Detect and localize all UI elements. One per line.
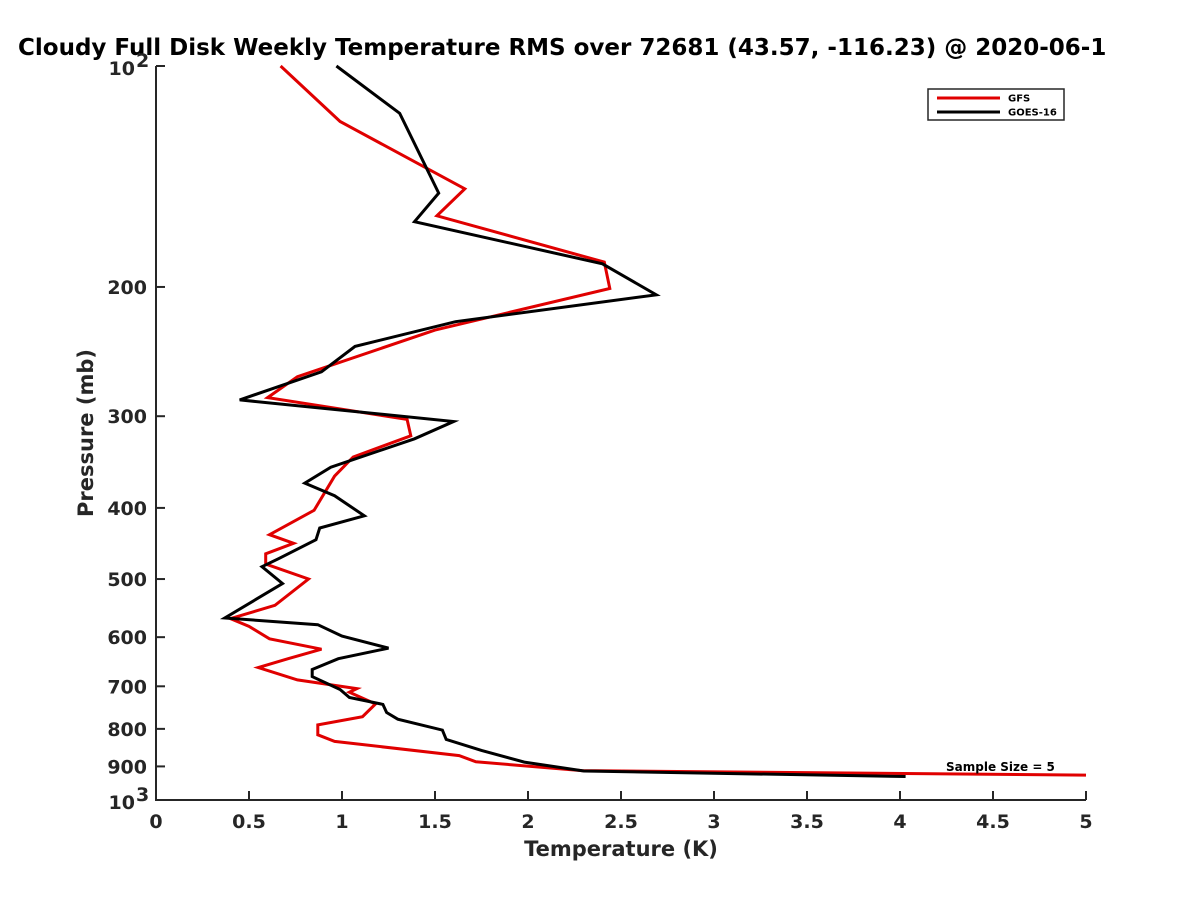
x-ticks: 0 0.5 1 1.5 2 2.5 3 3.5 4 4.5 5 — [149, 791, 1093, 833]
x-tick-label: 4.5 — [976, 811, 1010, 833]
x-axis-label: Temperature (K) — [524, 837, 718, 861]
y-tick-label: 200 — [107, 277, 147, 299]
y-tick-label: 10 — [109, 58, 135, 80]
legend-entry-label: GFS — [1008, 94, 1030, 105]
chart-title: Cloudy Full Disk Weekly Temperature RMS … — [18, 35, 1106, 61]
legend: GFS GOES-16 — [927, 88, 1065, 121]
x-tick-label: 0 — [149, 811, 162, 833]
sample-size-annotation: Sample Size = 5 — [946, 760, 1055, 774]
legend-entry-label: GOES-16 — [1008, 108, 1057, 119]
x-tick-label: 2.5 — [604, 811, 638, 833]
y-tick-label: 900 — [107, 756, 147, 778]
plot-lines — [219, 64, 1087, 778]
series-line-gfs — [225, 64, 1087, 777]
y-tick-label: 400 — [107, 498, 147, 520]
y-tick-label: 10 — [109, 792, 135, 814]
y-tick-label: 300 — [107, 406, 147, 428]
x-tick-label: 1.5 — [418, 811, 452, 833]
x-tick-label: 3 — [707, 811, 720, 833]
axes — [155, 66, 1086, 801]
x-tick-label: 2 — [521, 811, 534, 833]
series-line-goes-16 — [219, 64, 906, 778]
y-tick-exponent: 3 — [136, 784, 149, 806]
y-tick-label: 800 — [107, 719, 147, 741]
x-tick-label: 1 — [335, 811, 348, 833]
legend-box — [927, 88, 1065, 121]
y-axis-label: Pressure (mb) — [74, 349, 98, 517]
y-tick-exponent: 2 — [136, 50, 149, 72]
y-tick-label: 700 — [107, 676, 147, 698]
x-tick-label: 4 — [893, 811, 906, 833]
x-tick-label: 3.5 — [790, 811, 824, 833]
x-tick-label: 0.5 — [232, 811, 266, 833]
x-tick-label: 5 — [1079, 811, 1092, 833]
y-tick-label: 600 — [107, 627, 147, 649]
y-tick-label: 500 — [107, 569, 147, 591]
